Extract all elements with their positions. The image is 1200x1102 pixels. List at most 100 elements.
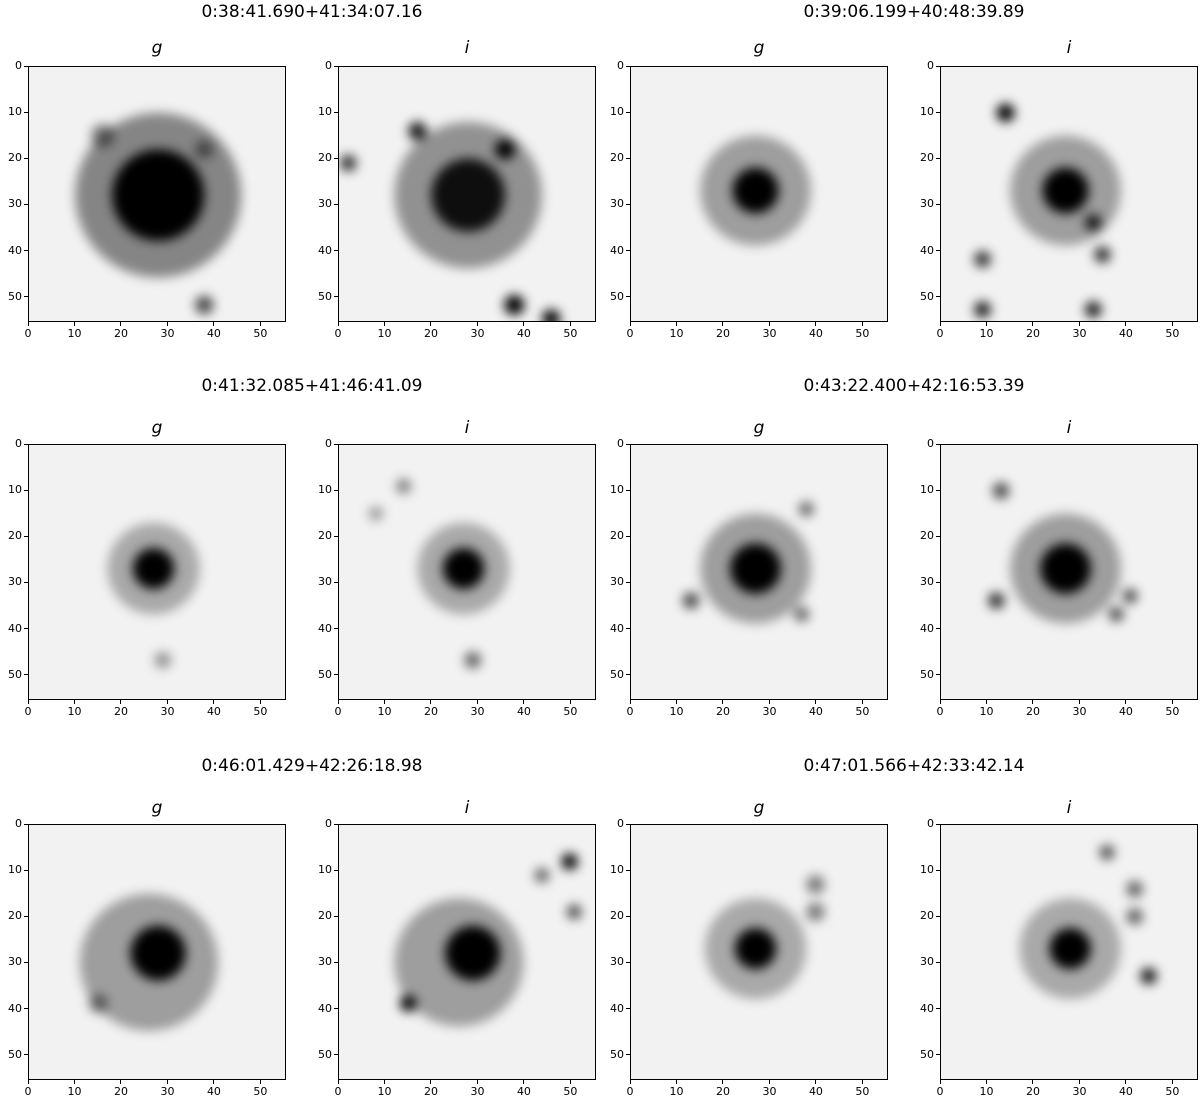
x-tick-label: 10 xyxy=(67,1085,82,1098)
source-blob xyxy=(1122,588,1138,604)
x-tick-label: 10 xyxy=(67,327,82,340)
filter-label: g xyxy=(151,418,163,438)
x-tick-label: 20 xyxy=(423,327,438,340)
y-tick-mark xyxy=(626,869,630,871)
x-tick-mark xyxy=(939,322,941,326)
y-tick-label: 10 xyxy=(920,105,934,119)
y-tick-mark xyxy=(936,535,940,537)
y-tick-label: 50 xyxy=(610,667,624,681)
source-blob xyxy=(431,158,506,232)
y-tick-label: 50 xyxy=(8,1047,22,1061)
x-tick-label: 30 xyxy=(470,1085,485,1098)
x-tick-mark xyxy=(120,700,122,704)
source-blob xyxy=(988,592,1005,609)
x-tick-label: 20 xyxy=(1025,327,1040,340)
x-tick-mark xyxy=(985,322,987,326)
image-panel-frame xyxy=(940,824,1198,1080)
x-tick-mark xyxy=(569,1080,571,1084)
y-tick-mark xyxy=(626,628,630,629)
x-tick-label: 40 xyxy=(1118,1085,1133,1098)
y-tick-label: 30 xyxy=(318,575,332,589)
cutout-image xyxy=(29,67,285,321)
y-tick-mark xyxy=(936,628,940,629)
source-blob xyxy=(1049,927,1091,970)
x-tick-mark xyxy=(1171,1080,1173,1084)
source-blob xyxy=(730,543,781,594)
y-tick-label: 0 xyxy=(325,817,332,830)
x-tick-mark xyxy=(259,700,261,704)
source-blob xyxy=(195,140,214,159)
x-tick-mark xyxy=(1032,1080,1034,1084)
x-tick-mark xyxy=(166,700,168,704)
x-tick-mark xyxy=(629,700,631,704)
y-tick-label: 20 xyxy=(8,529,22,543)
y-tick-mark xyxy=(334,961,338,963)
source-blob xyxy=(798,501,814,517)
y-tick-label: 30 xyxy=(610,575,624,589)
y-tick-mark xyxy=(24,628,28,629)
x-tick-mark xyxy=(430,1080,432,1084)
source-blob xyxy=(112,149,205,241)
y-tick-mark xyxy=(936,823,940,825)
x-tick-label: 40 xyxy=(516,327,531,340)
y-tick-mark xyxy=(334,915,338,917)
y-tick-mark xyxy=(936,915,940,917)
y-tick-label: 10 xyxy=(610,483,624,497)
x-tick-mark xyxy=(985,1080,987,1084)
y-tick-label: 50 xyxy=(920,289,934,303)
y-tick-label: 10 xyxy=(610,105,624,119)
y-tick-label: 20 xyxy=(610,909,624,923)
y-tick-label: 20 xyxy=(318,151,332,165)
x-tick-label: 0 xyxy=(334,1085,342,1098)
y-tick-mark xyxy=(334,535,338,537)
x-tick-label: 10 xyxy=(979,1085,994,1098)
y-tick-mark xyxy=(24,203,28,205)
x-tick-mark xyxy=(861,1080,863,1084)
object-coordinate-title: 0:47:01.566+42:33:42.14 xyxy=(803,756,1025,776)
x-tick-label: 30 xyxy=(470,705,485,718)
source-blob xyxy=(1099,845,1115,860)
y-tick-label: 20 xyxy=(8,909,22,923)
source-blob xyxy=(396,478,411,494)
x-tick-label: 0 xyxy=(936,705,944,718)
x-tick-mark xyxy=(861,322,863,326)
x-tick-mark xyxy=(259,322,261,326)
cutout-image xyxy=(29,445,285,699)
y-tick-label: 50 xyxy=(610,289,624,303)
y-tick-label: 10 xyxy=(920,863,934,877)
x-tick-mark xyxy=(768,322,770,326)
x-tick-label: 50 xyxy=(1165,1085,1180,1098)
cutout-image xyxy=(29,825,285,1079)
y-tick-mark xyxy=(24,296,28,298)
cutout-image xyxy=(941,445,1197,699)
source-blob xyxy=(974,250,991,268)
y-tick-label: 0 xyxy=(617,437,624,450)
x-tick-label: 20 xyxy=(1025,1085,1040,1098)
y-tick-label: 20 xyxy=(920,909,934,923)
x-tick-mark xyxy=(1125,322,1127,326)
y-tick-mark xyxy=(936,65,940,67)
x-tick-mark xyxy=(213,700,215,704)
y-tick-mark xyxy=(936,443,940,445)
source-blob xyxy=(682,592,700,609)
x-tick-mark xyxy=(939,1080,941,1084)
y-tick-label: 40 xyxy=(8,621,22,635)
filter-label: i xyxy=(1066,418,1072,438)
y-tick-mark xyxy=(334,628,338,629)
y-tick-label: 50 xyxy=(8,289,22,303)
x-tick-mark xyxy=(73,700,75,704)
cutout-image xyxy=(941,67,1197,321)
filter-label: g xyxy=(151,798,163,818)
x-tick-label: 50 xyxy=(253,1085,268,1098)
y-tick-mark xyxy=(24,111,28,113)
source-blob xyxy=(806,902,825,922)
x-tick-label: 30 xyxy=(762,1085,777,1098)
y-tick-label: 10 xyxy=(920,483,934,497)
y-tick-label: 0 xyxy=(927,437,934,450)
filter-label: g xyxy=(151,38,163,58)
y-tick-mark xyxy=(936,961,940,963)
x-tick-label: 40 xyxy=(206,327,221,340)
y-tick-mark xyxy=(936,674,940,676)
y-tick-mark xyxy=(334,489,338,491)
y-tick-label: 30 xyxy=(318,955,332,969)
